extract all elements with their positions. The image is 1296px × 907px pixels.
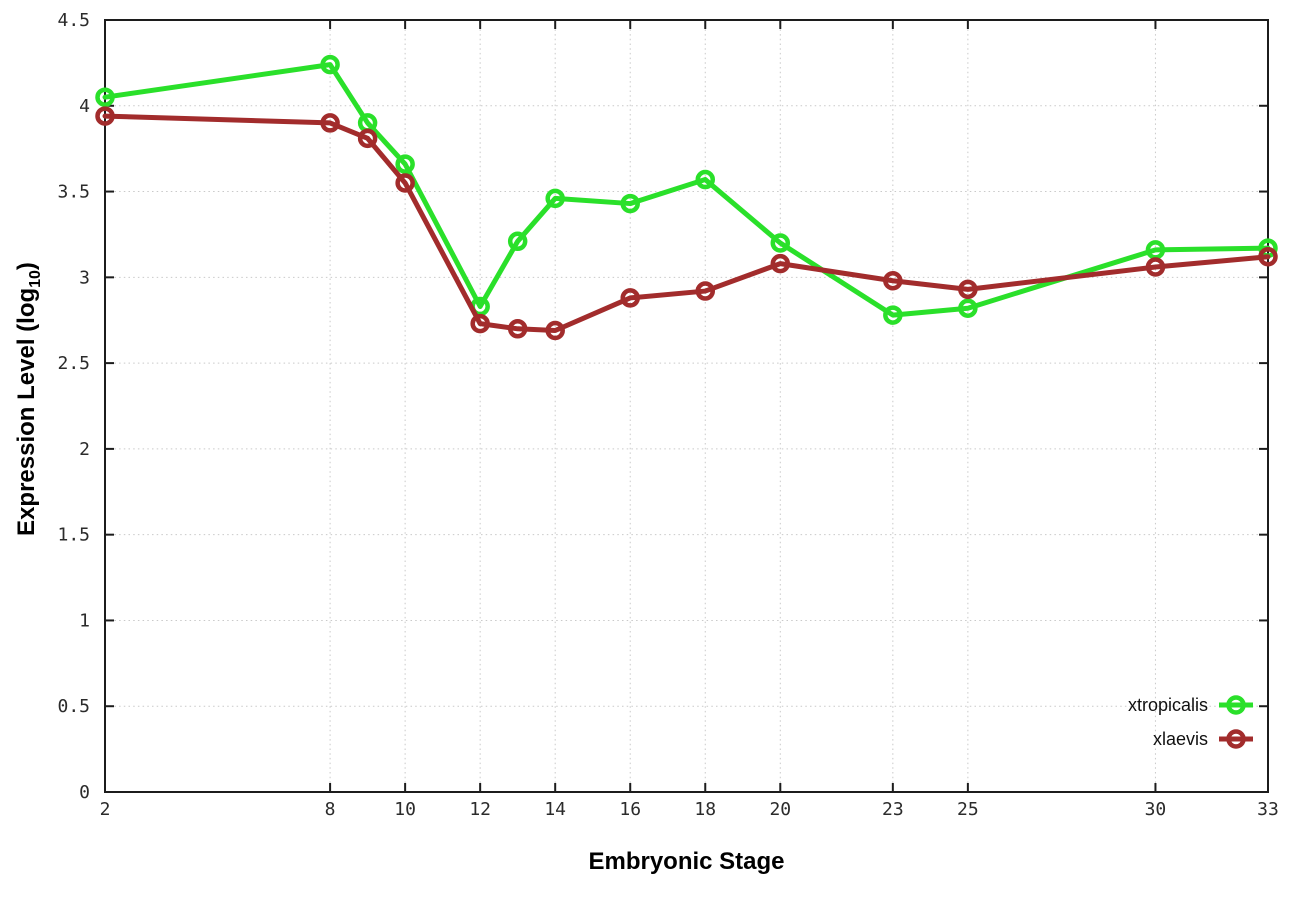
x-tick-label: 10 xyxy=(394,799,416,820)
x-gridlines xyxy=(329,20,1156,792)
data-point-marker xyxy=(620,193,640,214)
data-point-marker xyxy=(695,169,716,190)
y-tick-label: 0.5 xyxy=(57,696,90,717)
legend-label: xlaevis xyxy=(1152,728,1208,749)
legend-marker-xtropicalis xyxy=(1219,695,1253,715)
data-point-marker xyxy=(545,320,565,341)
y-gridlines xyxy=(105,105,1268,707)
x-tick-label: 33 xyxy=(1257,799,1279,820)
data-point-marker xyxy=(320,54,340,75)
legend-label: xtropicalis xyxy=(1127,694,1208,715)
x-tick-label: 20 xyxy=(769,799,791,820)
x-tick-label: 16 xyxy=(619,799,641,820)
y-tick-label: 3.5 xyxy=(57,182,90,203)
y-axis-title-close: ) xyxy=(13,262,40,271)
x-tick-label: 23 xyxy=(882,799,904,820)
y-axis-title: Expression Level (log10) xyxy=(13,162,47,636)
y-tick-label: 0 xyxy=(79,782,90,803)
data-point-marker xyxy=(395,173,415,193)
y-tick-label: 1 xyxy=(79,610,90,631)
y-tick-labels: 0 0.5 1 1.5 2 2.5 3 3.5 4 4.5 xyxy=(57,10,90,803)
y-axis-title-text: Expression Level (log xyxy=(13,287,40,536)
data-point-marker xyxy=(958,279,978,300)
series-path xyxy=(102,113,1271,334)
x-tick-label: 18 xyxy=(694,799,716,820)
data-point-marker xyxy=(507,319,528,339)
legend-item-xtropicalis: xtropicalis xyxy=(1128,688,1254,722)
legend: xtropicalis xlaevis xyxy=(1128,688,1254,756)
x-tick-label: 30 xyxy=(1145,799,1167,820)
data-point-marker xyxy=(507,231,528,252)
y-axis-title-subscript: 10 xyxy=(26,270,44,288)
x-tick-labels: 2 8 10 12 14 16 18 20 23 25 30 33 xyxy=(100,799,1279,820)
data-point-marker xyxy=(95,87,115,107)
data-point-marker xyxy=(770,253,791,274)
y-tick-label: 2.5 xyxy=(57,353,90,374)
legend-marker-xlaevis xyxy=(1219,729,1253,749)
x-tick-label: 2 xyxy=(100,799,111,820)
x-tick-label: 14 xyxy=(544,799,566,820)
data-point-marker xyxy=(1258,246,1278,267)
data-point-marker xyxy=(545,188,565,209)
data-point-marker xyxy=(470,313,490,334)
x-tick-label: 25 xyxy=(957,799,979,820)
series-markers-xlaevis xyxy=(95,106,1278,341)
y-tick-label: 1.5 xyxy=(57,525,90,546)
legend-item-xlaevis: xlaevis xyxy=(1128,722,1254,756)
data-point-marker xyxy=(883,271,903,291)
data-point-marker xyxy=(958,298,978,318)
series-line-xlaevis xyxy=(102,113,1271,334)
x-tick-label: 8 xyxy=(325,799,336,820)
data-point-marker xyxy=(395,154,415,174)
x-tick-label: 12 xyxy=(469,799,491,820)
data-point-marker xyxy=(320,113,340,133)
series-markers-xtropicalis xyxy=(95,54,1278,325)
data-point-marker xyxy=(357,128,378,149)
data-point-marker xyxy=(1145,257,1166,277)
data-point-marker xyxy=(620,288,640,308)
y-tick-label: 3 xyxy=(79,267,90,288)
data-point-marker xyxy=(770,233,791,253)
data-point-marker xyxy=(695,281,716,301)
data-point-marker xyxy=(883,305,903,325)
y-tick-label: 2 xyxy=(79,439,90,460)
x-axis-title: Embryonic Stage xyxy=(588,848,785,875)
plot-border xyxy=(104,19,1269,793)
data-point-marker xyxy=(95,106,115,126)
y-tick-label: 4 xyxy=(79,96,90,117)
y-tick-label: 4.5 xyxy=(57,10,90,31)
axis-ticks xyxy=(104,19,1269,793)
